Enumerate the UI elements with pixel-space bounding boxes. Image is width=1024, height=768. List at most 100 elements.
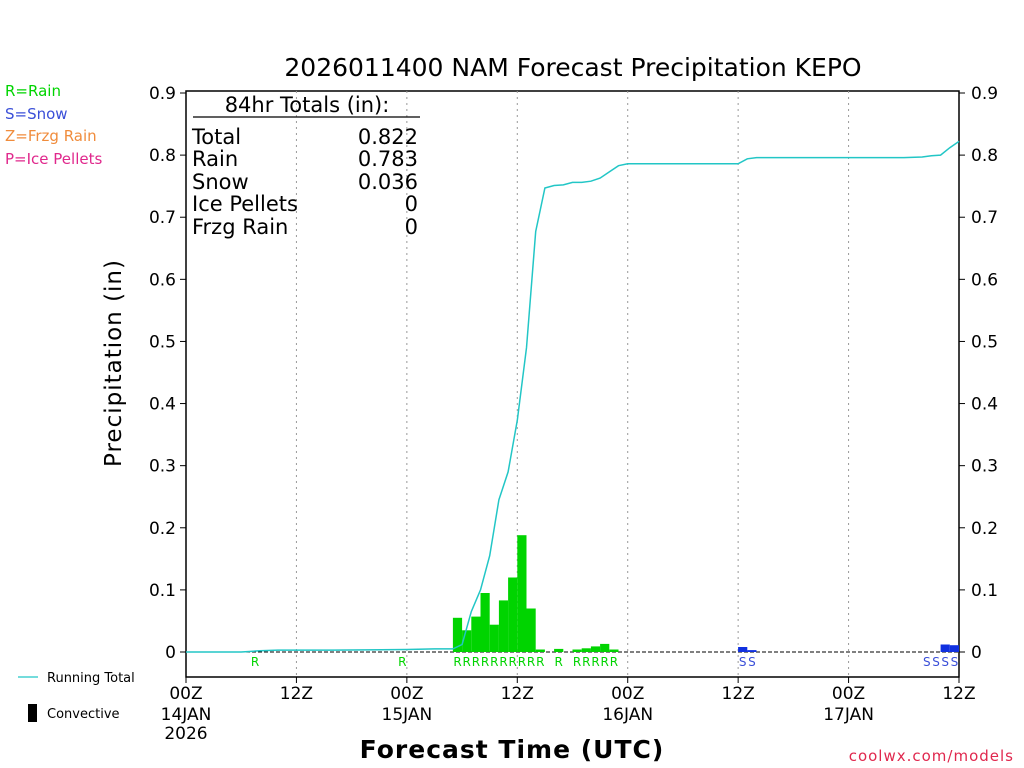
precip-bar	[508, 577, 518, 652]
y-axis-title: Precipitation (in)	[101, 259, 127, 467]
ptype-marker: R	[453, 655, 461, 669]
x-tick-label: 12Z	[501, 684, 534, 704]
y-tick-label-right: 0.5	[971, 332, 998, 352]
y-tick-label-right: 0.8	[971, 146, 998, 166]
series-legend: Running Total Convective	[18, 671, 135, 722]
y-axis-right: 0 0.1 0.2 0.3 0.4 0.5 0.6 0.7 0.8 0.9	[959, 84, 998, 663]
ptype-marker: R	[601, 655, 609, 669]
ptype-marker: R	[527, 655, 535, 669]
legend-ice-pellets: P=Ice Pellets	[5, 150, 102, 168]
precip-bar	[600, 643, 610, 652]
x-tick-label: 00Z	[611, 684, 644, 704]
ptype-marker: R	[555, 655, 563, 669]
ptype-marker: S	[748, 655, 756, 669]
ptype-marker: R	[398, 655, 406, 669]
precip-bar	[517, 535, 527, 652]
y-tick-label-right: 0.6	[971, 270, 998, 290]
y-tick-label-right: 0.7	[971, 208, 998, 228]
ptype-marker: R	[573, 655, 581, 669]
ptype-marker: R	[499, 655, 507, 669]
y-tick-label: 0	[165, 643, 176, 663]
precip-bar	[590, 646, 601, 652]
precip-bar	[949, 645, 959, 652]
y-tick-label: 0.8	[149, 146, 176, 166]
precip-bar	[581, 648, 591, 652]
precip-bar	[535, 649, 545, 652]
ptype-marker: S	[941, 655, 949, 669]
totals-header: 84hr Totals (in):	[225, 93, 390, 117]
x-tick-label: 12Z	[722, 684, 755, 704]
hourly-precip-bars	[452, 535, 959, 652]
ptype-marker: R	[591, 655, 599, 669]
y-tick-label: 0.2	[149, 519, 176, 539]
ptype-marker: R	[463, 655, 471, 669]
ptype-marker: R	[518, 655, 526, 669]
totals-label-frzg-rain: Frzg Rain	[192, 215, 288, 239]
legend-rain: R=Rain	[5, 82, 61, 100]
ptype-marker: S	[951, 655, 959, 669]
ptype-marker: R	[490, 655, 498, 669]
y-tick-label: 0.5	[149, 332, 176, 352]
ptype-marker: R	[509, 655, 517, 669]
y-axis-left: 0 0.1 0.2 0.3 0.4 0.5 0.6 0.7 0.8 0.9	[149, 84, 186, 663]
precip-bar	[609, 649, 619, 652]
y-tick-label: 0.1	[149, 581, 176, 601]
precip-bar	[526, 608, 536, 652]
precip-bar	[747, 650, 757, 652]
precip-bar	[471, 616, 481, 652]
totals-value-total: 0.822	[358, 125, 418, 149]
y-tick-label-right: 0	[971, 643, 982, 663]
legend-snow: S=Snow	[5, 105, 68, 123]
chart-title: 2026011400 NAM Forecast Precipitation KE…	[284, 53, 861, 82]
precip-bar	[498, 600, 509, 652]
precip-bar	[940, 644, 950, 652]
precip-bar	[489, 624, 499, 652]
precip-bar	[462, 630, 472, 652]
ptype-marker: S	[739, 655, 747, 669]
totals-value-rain: 0.783	[358, 147, 418, 171]
running-total-series	[186, 140, 960, 653]
legend-convective: Convective	[47, 707, 120, 722]
x-tick-label: 12Z	[280, 684, 313, 704]
legend-running-total: Running Total	[47, 671, 135, 686]
precip-bar	[452, 617, 463, 652]
vertical-grid	[295, 91, 850, 677]
totals-value-frzg-rain: 0	[405, 215, 418, 239]
x-tick-date: 16JAN	[602, 705, 653, 725]
y-tick-label-right: 0.4	[971, 395, 998, 415]
precip-bar	[480, 593, 490, 652]
y-tick-label: 0.4	[149, 395, 176, 415]
y-tick-label: 0.6	[149, 270, 176, 290]
x-tick-year: 2026	[164, 724, 207, 744]
totals-value-snow: 0.036	[358, 170, 418, 194]
y-tick-label: 0.7	[149, 208, 176, 228]
y-tick-label-right: 0.2	[971, 519, 998, 539]
ptype-marker: R	[536, 655, 544, 669]
ptype-marker: R	[610, 655, 618, 669]
y-tick-label-right: 0.1	[971, 581, 998, 601]
precip-bar	[738, 647, 748, 652]
legend-frzg-rain: Z=Frzg Rain	[5, 127, 97, 145]
x-axis-title: Forecast Time (UTC)	[360, 735, 665, 764]
totals-label-rain: Rain	[192, 147, 238, 171]
y-tick-label-right: 0.9	[971, 84, 998, 104]
x-tick-label: 12Z	[942, 684, 975, 704]
precip-bar	[572, 649, 582, 652]
ptype-marker: R	[472, 655, 480, 669]
y-tick-label-right: 0.3	[971, 457, 998, 477]
running-total-line	[186, 140, 960, 653]
ptype-marker: R	[251, 655, 259, 669]
ptype-marker: R	[582, 655, 590, 669]
ptype-legend: R=Rain S=Snow Z=Frzg Rain P=Ice Pellets	[5, 82, 102, 168]
ptype-marker: S	[932, 655, 940, 669]
y-tick-label: 0.3	[149, 457, 176, 477]
totals-box: 84hr Totals (in): Total 0.822 Rain 0.783…	[191, 93, 420, 239]
precip-bar	[554, 648, 564, 652]
x-tick-label: 00Z	[390, 684, 423, 704]
totals-value-ice-pellets: 0	[405, 192, 418, 216]
credit-text: coolwx.com/models	[849, 747, 1014, 765]
x-tick-label: 00Z	[832, 684, 865, 704]
x-tick-date: 14JAN	[161, 705, 212, 725]
